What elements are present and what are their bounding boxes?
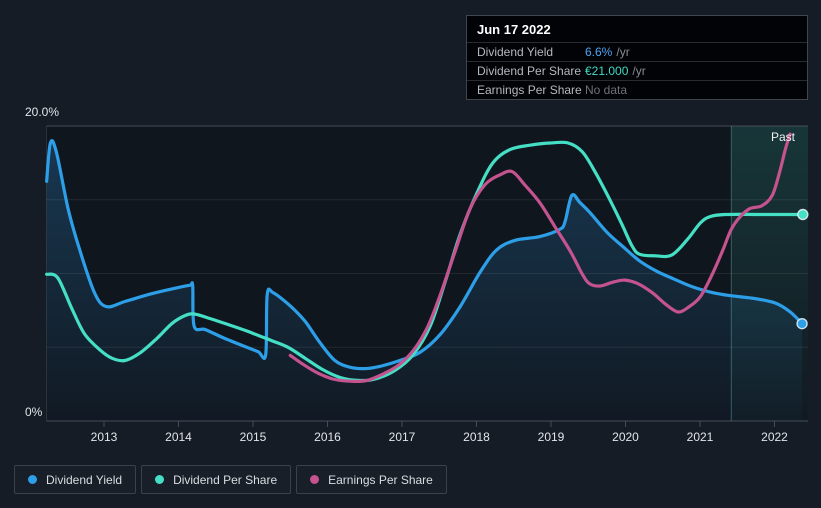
y-axis-label-zero: 0% — [25, 405, 43, 419]
chart-tooltip: Jun 17 2022 Dividend Yield 6.6%/yr Dividen… — [466, 15, 808, 100]
x-axis-label-2017: 2017 — [389, 430, 416, 444]
past-region-label: Past — [771, 130, 796, 144]
series-line-earnings-per-share[interactable] — [288, 132, 792, 384]
x-axis-label-2013: 2013 — [91, 430, 118, 444]
tooltip-row-label: Dividend Yield — [477, 45, 554, 59]
legend-dot-icon — [310, 475, 320, 484]
tooltip-row-value: 6.6% — [585, 45, 613, 59]
tooltip-row-unit: /yr — [616, 45, 630, 59]
legend-item-label: Earnings Per Share — [328, 472, 433, 487]
x-axis-label-2016: 2016 — [314, 430, 341, 444]
x-axis-label-2014: 2014 — [165, 430, 192, 444]
legend-item-label: Dividend Yield — [46, 472, 123, 487]
series-line-dividend-per-share[interactable] — [45, 140, 805, 383]
x-axis-label-2021: 2021 — [687, 430, 714, 444]
legend-dot-icon — [155, 475, 165, 484]
x-axis-label-2015: 2015 — [240, 430, 267, 444]
legend-item-label: Dividend Per Share — [173, 472, 278, 487]
x-axis-label-2022: 2022 — [761, 430, 788, 444]
tooltip-row-unit: /yr — [632, 64, 646, 78]
series-end-dot-dividend-yield[interactable] — [796, 317, 808, 330]
tooltip-row-dividend-per-share: Dividend Per Share €21.000/yr — [467, 61, 807, 80]
tooltip-row-label: Dividend Per Share — [477, 64, 582, 78]
tooltip-date: Jun 17 2022 — [477, 22, 551, 37]
area-fill-dividend-yield — [46, 140, 803, 421]
y-axis-label-max: 20.0% — [25, 105, 60, 119]
tooltip-row-value: No data — [585, 83, 628, 97]
x-axis-label-2020: 2020 — [612, 430, 639, 444]
tooltip-row-value: €21.000 — [585, 64, 629, 78]
tooltip-rows: Dividend Yield 6.6%/yr Dividend Per Share €… — [467, 42, 807, 99]
legend-item-dividend-per-share[interactable]: Dividend Per Share — [141, 465, 292, 494]
series-line-dividend-yield[interactable] — [45, 139, 804, 371]
x-axis-label-2018: 2018 — [463, 430, 490, 444]
tooltip-row-dividend-yield: Dividend Yield 6.6%/yr — [467, 42, 807, 61]
legend-item-earnings-per-share[interactable]: Earnings Per Share — [296, 465, 447, 494]
legend-dot-icon — [28, 475, 37, 484]
chart-legend: Dividend Yield Dividend Per Share Earnings… — [14, 465, 447, 494]
tooltip-row-label: Earnings Per Share — [477, 83, 582, 97]
x-axis-label-2019: 2019 — [538, 430, 565, 444]
tooltip-row-earnings-per-share: Earnings Per Share No data — [467, 80, 807, 99]
legend-item-dividend-yield[interactable]: Dividend Yield — [14, 465, 137, 494]
series-end-dot-dividend-per-share[interactable] — [797, 208, 809, 221]
